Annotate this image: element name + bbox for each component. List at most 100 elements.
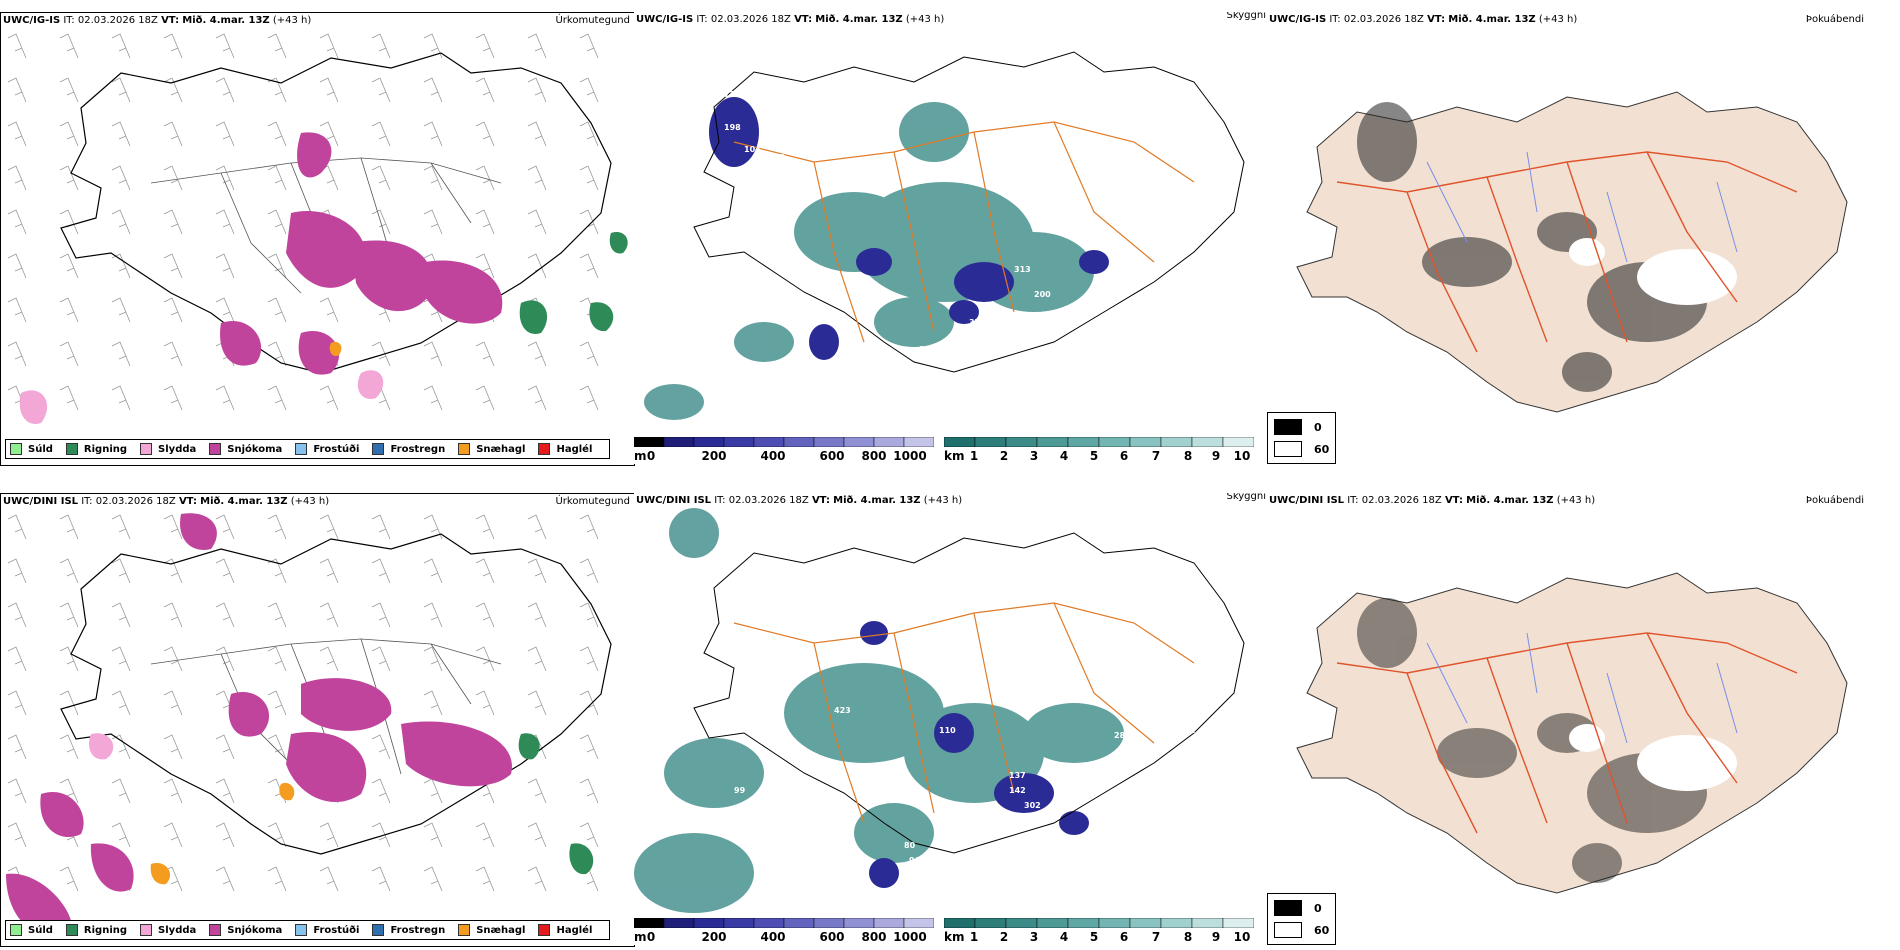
wind-barb	[423, 121, 443, 147]
wind-barb	[215, 297, 235, 323]
colorbar-cell	[753, 918, 785, 928]
wind-barb	[267, 734, 287, 760]
wind-barb	[7, 253, 27, 279]
wind-barb	[475, 209, 495, 235]
ceiling-height-label: 66	[1134, 741, 1146, 750]
wind-barb	[475, 121, 495, 147]
wind-barb	[579, 209, 599, 235]
ceiling-height-label: 104	[744, 145, 761, 154]
wind-barb	[163, 734, 183, 760]
wind-barb	[163, 253, 183, 279]
colorbar-cell	[1191, 918, 1224, 928]
wind-barb	[527, 646, 547, 672]
colorbar-cell	[1067, 918, 1100, 928]
wind-barb	[579, 558, 599, 584]
legend-item-snaehagl: Snæhagl	[458, 443, 525, 455]
fog-legend-item: 0	[1274, 419, 1329, 435]
ceiling-height-label: 380	[939, 831, 956, 840]
wind-barb	[59, 514, 79, 540]
wind-barb	[319, 514, 339, 540]
colorbar-cell	[813, 437, 845, 447]
wind-barb	[215, 77, 235, 103]
wind-barb	[475, 690, 495, 716]
ceiling-height-label: 68	[934, 385, 946, 394]
panel-header: UWC/DINI ISL IT: 02.03.2026 18Z VT: Mið.…	[3, 496, 330, 507]
ceiling-height-label: 108	[919, 345, 936, 354]
wind-barb	[215, 253, 235, 279]
ceiling-vis-map-top: UWC/IG-IS IT: 02.03.2026 18Z VT: Mið. 4.…	[634, 12, 1266, 464]
wind-barb	[111, 646, 131, 672]
wind-barb	[527, 602, 547, 628]
wind-barb	[215, 646, 235, 672]
wind-barb	[579, 77, 599, 103]
colorbar-cell	[974, 437, 1007, 447]
legend-item-slydda: Slydda	[140, 924, 196, 936]
wind-barb	[59, 165, 79, 191]
ceiling-height-label: 14	[709, 190, 721, 199]
wind-barb	[7, 690, 27, 716]
wind-barb	[371, 165, 391, 191]
ceiling-height-label: 80	[904, 841, 916, 850]
wind-barb	[475, 558, 495, 584]
fog-legend-item: 60	[1274, 922, 1329, 938]
wind-barb	[7, 646, 27, 672]
wind-barb	[163, 209, 183, 235]
fog-legend: 0 60	[1267, 412, 1337, 464]
legend-item-frostudi: Frostúði	[295, 443, 359, 455]
wind-barb	[267, 602, 287, 628]
wind-barb	[475, 602, 495, 628]
wind-barb	[111, 385, 131, 411]
colorbar-cell	[903, 437, 934, 447]
wind-barb	[267, 690, 287, 716]
fog-index-map-bottom: UWC/DINI ISL IT: 02.03.2026 18Z VT: Mið.…	[1267, 493, 1900, 945]
colorbar-cell	[1005, 437, 1038, 447]
panel-title: Þokuábendi	[1805, 14, 1864, 25]
wind-barb	[475, 866, 495, 892]
legend-item-rigning: Rigning	[65, 924, 127, 936]
wind-barb	[579, 602, 599, 628]
ceiling-height-label: 261	[944, 801, 961, 810]
fog-legend-item: 0	[1274, 900, 1329, 916]
wind-barb	[423, 385, 443, 411]
wind-barb	[423, 690, 443, 716]
wind-barb	[111, 734, 131, 760]
panel-title: Þokuábendi	[1805, 495, 1864, 506]
fog-legend: 0 60	[1267, 893, 1337, 945]
wind-barb	[527, 121, 547, 147]
ceiling-height-label: 198	[724, 123, 741, 132]
wind-barb	[59, 602, 79, 628]
ceiling-height-label: 96	[909, 856, 921, 865]
ceiling-height-label: 137	[1009, 771, 1026, 780]
colorbar-cell	[1036, 918, 1069, 928]
wind-barb	[475, 822, 495, 848]
colorbar-cell	[843, 437, 875, 447]
colorbar-cell	[1222, 437, 1254, 447]
wind-barb	[163, 297, 183, 323]
height-colorbar: m 0 200 400 600 800 1000	[634, 437, 934, 464]
wind-barb	[423, 33, 443, 59]
wind-barb	[163, 778, 183, 804]
wind-barb	[423, 209, 443, 235]
colorbar-cell	[663, 437, 695, 447]
wind-barb	[111, 33, 131, 59]
wind-barb	[267, 165, 287, 191]
wind-barb	[111, 341, 131, 367]
wind-barb	[7, 77, 27, 103]
panel-title: Úrkomutegund	[555, 496, 630, 507]
colorbar-cell	[783, 437, 815, 447]
wind-barb	[7, 121, 27, 147]
legend-item-slydda: Slydda	[140, 443, 196, 455]
legend-item-frostregn: Frostregn	[372, 924, 445, 936]
ceiling-height-label: 72	[724, 90, 735, 99]
ceiling-map-canvas: 423 110 137 142 302 261 380 80 96 79 121 99 82 81 28 66	[634, 508, 1245, 913]
wind-barb	[7, 209, 27, 235]
wind-barb	[267, 385, 287, 411]
wind-barb	[371, 778, 391, 804]
wind-barb	[579, 165, 599, 191]
wind-barb	[423, 646, 443, 672]
legend-item-frostudi: Frostúði	[295, 924, 359, 936]
wind-barb	[163, 121, 183, 147]
wind-barb	[111, 778, 131, 804]
ceiling-height-label: 302	[1024, 801, 1041, 810]
